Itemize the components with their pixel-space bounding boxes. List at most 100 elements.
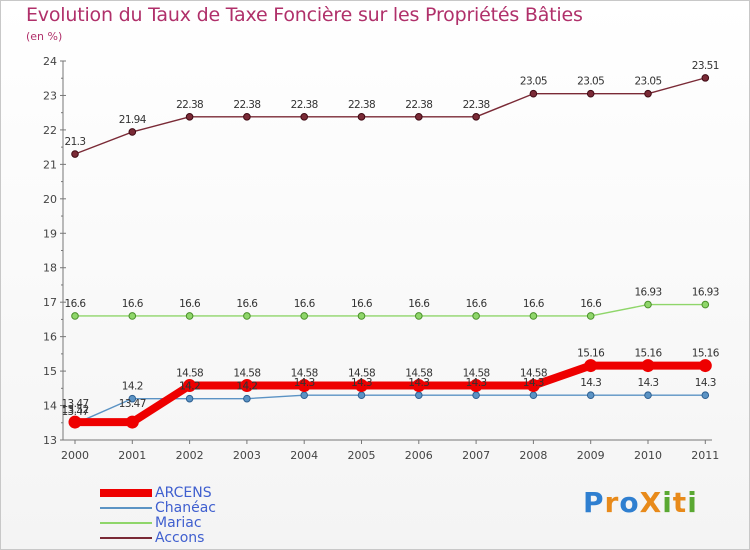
data-label: 15.16 — [634, 348, 662, 360]
y-tick-label: 18 — [43, 262, 57, 275]
data-point — [701, 74, 710, 82]
data-point — [529, 312, 538, 320]
data-point — [128, 128, 137, 136]
data-label: 13.47 — [119, 398, 146, 410]
data-point — [71, 150, 79, 158]
data-label: 14.58 — [233, 368, 260, 380]
data-point — [243, 312, 251, 320]
data-point — [71, 312, 79, 320]
data-point — [529, 391, 538, 400]
data-point — [185, 312, 194, 320]
data-label: 14.58 — [348, 368, 375, 380]
data-label: 21.94 — [119, 114, 147, 126]
data-label: 14.2 — [122, 381, 143, 393]
data-label: 14.2 — [236, 381, 257, 393]
data-point — [415, 113, 423, 121]
data-point — [469, 379, 483, 393]
data-point — [586, 89, 595, 98]
data-label: 22.38 — [233, 99, 260, 111]
legend-label: Mariac — [155, 515, 202, 531]
data-label: 16.6 — [236, 298, 258, 310]
legend-label: ARCENS — [155, 485, 212, 501]
data-label: 16.6 — [523, 298, 545, 310]
data-point — [125, 415, 139, 429]
y-tick-label: 17 — [43, 296, 57, 309]
legend-item: Chanéac — [100, 500, 300, 516]
legend-item: ARCENS — [100, 485, 300, 501]
data-label: 14.2 — [236, 381, 257, 393]
data-point — [584, 359, 598, 373]
series-line — [74, 77, 706, 155]
chart-title: Evolution du Taux de Taxe Foncière sur l… — [26, 4, 583, 26]
data-point — [472, 391, 480, 400]
y-tick-label: 15 — [43, 365, 57, 378]
data-point — [183, 379, 197, 393]
data-point — [472, 312, 480, 320]
data-label: 14.3 — [408, 377, 429, 389]
x-tick-label: 2011 — [691, 449, 719, 462]
x-tick-label: 2002 — [176, 449, 204, 462]
y-tick-label: 13 — [43, 434, 57, 447]
legend-item: Mariac — [100, 515, 300, 531]
y-tick-label: 21 — [43, 158, 57, 171]
data-label: 14.3 — [523, 377, 544, 389]
legend-swatch — [100, 489, 152, 497]
data-label: 22.38 — [176, 99, 203, 111]
series-line — [74, 394, 706, 425]
data-point — [357, 312, 366, 320]
data-label: 14.3 — [466, 377, 487, 389]
data-point — [300, 113, 309, 121]
data-label: 16.6 — [408, 298, 430, 310]
data-label: 14.2 — [179, 381, 200, 393]
data-label: 14.3 — [351, 377, 372, 389]
chart-subtitle: (en %) — [26, 30, 63, 43]
data-label: 14.58 — [463, 368, 490, 380]
data-label: 14.58 — [405, 368, 432, 380]
x-tick-label: 2009 — [577, 449, 605, 462]
data-label: 16.6 — [179, 298, 201, 310]
data-point — [529, 89, 538, 98]
data-label: 16.6 — [580, 298, 602, 310]
data-label: 15.16 — [577, 348, 605, 360]
data-point — [300, 312, 309, 320]
data-label: 16.6 — [351, 298, 373, 310]
x-tick-label: 2010 — [634, 449, 662, 462]
series-line — [75, 361, 706, 427]
data-point — [243, 394, 251, 403]
data-label: 16.93 — [634, 287, 661, 299]
data-label: 13.52 — [61, 404, 88, 416]
data-point — [698, 359, 712, 373]
data-label: 22.38 — [291, 99, 318, 111]
data-point — [297, 379, 311, 393]
series-line — [75, 303, 706, 317]
data-label: 16.6 — [122, 298, 144, 310]
data-label: 16.6 — [466, 298, 488, 310]
data-label: 22.38 — [348, 99, 375, 111]
legend-item: Accons — [100, 530, 300, 546]
x-tick-label: 2007 — [462, 449, 490, 462]
data-label: 15.16 — [692, 348, 720, 360]
data-label: 22.38 — [463, 99, 490, 111]
data-point — [128, 394, 137, 403]
data-point — [701, 391, 710, 400]
data-label: 13.47 — [61, 398, 88, 410]
data-label: 16.6 — [294, 298, 316, 310]
proxiti-logo: ProXiti — [583, 486, 698, 519]
data-point — [185, 394, 194, 403]
data-point — [185, 113, 194, 121]
data-point — [68, 415, 82, 429]
data-point — [128, 312, 137, 320]
data-point — [701, 300, 710, 309]
x-tick-label: 2001 — [118, 449, 146, 462]
data-point — [412, 379, 426, 393]
data-label: 23.05 — [520, 76, 547, 88]
y-tick-label: 22 — [43, 124, 57, 137]
legend-swatch — [100, 537, 152, 539]
data-label: 23.05 — [634, 76, 661, 88]
x-tick-label: 2000 — [61, 449, 89, 462]
data-label: 14.58 — [520, 368, 547, 380]
y-tick-label: 23 — [43, 89, 57, 102]
legend-label: Chanéac — [155, 500, 216, 516]
data-point — [415, 391, 423, 400]
